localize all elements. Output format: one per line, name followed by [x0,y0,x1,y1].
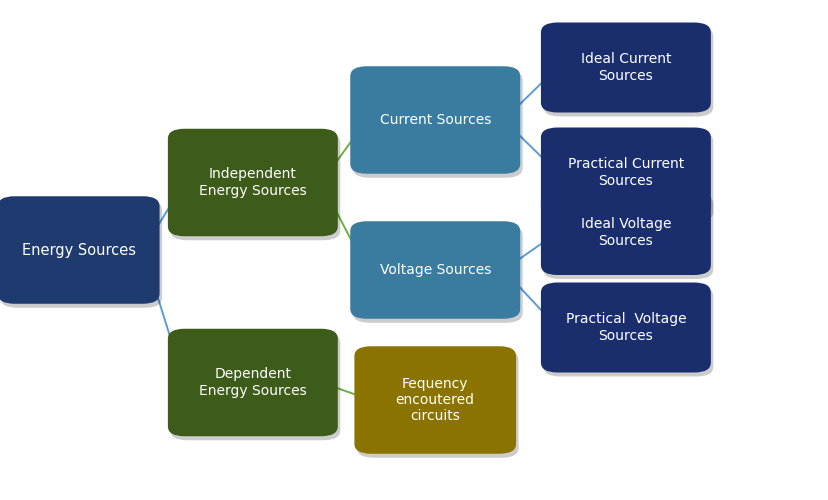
FancyBboxPatch shape [540,190,710,275]
FancyBboxPatch shape [167,329,338,436]
FancyBboxPatch shape [167,129,338,236]
Text: Practical Current
Sources: Practical Current Sources [567,158,683,188]
FancyBboxPatch shape [171,333,339,440]
Text: Dependent
Energy Sources: Dependent Energy Sources [199,368,306,398]
FancyBboxPatch shape [542,132,712,222]
Text: Practical  Voltage
Sources: Practical Voltage Sources [565,312,686,342]
Text: Independent
Energy Sources: Independent Energy Sources [199,168,306,198]
Text: Fequency
encoutered
circuits: Fequency encoutered circuits [395,377,474,423]
FancyBboxPatch shape [540,282,710,372]
FancyBboxPatch shape [540,128,710,218]
Text: Ideal Voltage
Sources: Ideal Voltage Sources [580,218,671,248]
FancyBboxPatch shape [349,66,520,174]
Text: Ideal Current
Sources: Ideal Current Sources [580,52,671,82]
FancyBboxPatch shape [542,286,712,376]
FancyBboxPatch shape [353,225,522,323]
FancyBboxPatch shape [542,194,712,279]
FancyBboxPatch shape [0,196,159,304]
FancyBboxPatch shape [1,200,162,308]
FancyBboxPatch shape [540,22,710,112]
FancyBboxPatch shape [171,133,339,240]
FancyBboxPatch shape [354,346,515,454]
FancyBboxPatch shape [349,221,520,319]
Text: Current Sources: Current Sources [379,113,490,127]
Text: Voltage Sources: Voltage Sources [379,263,490,277]
FancyBboxPatch shape [353,70,522,178]
Text: Energy Sources: Energy Sources [22,242,136,258]
FancyBboxPatch shape [542,26,712,117]
FancyBboxPatch shape [356,350,518,458]
